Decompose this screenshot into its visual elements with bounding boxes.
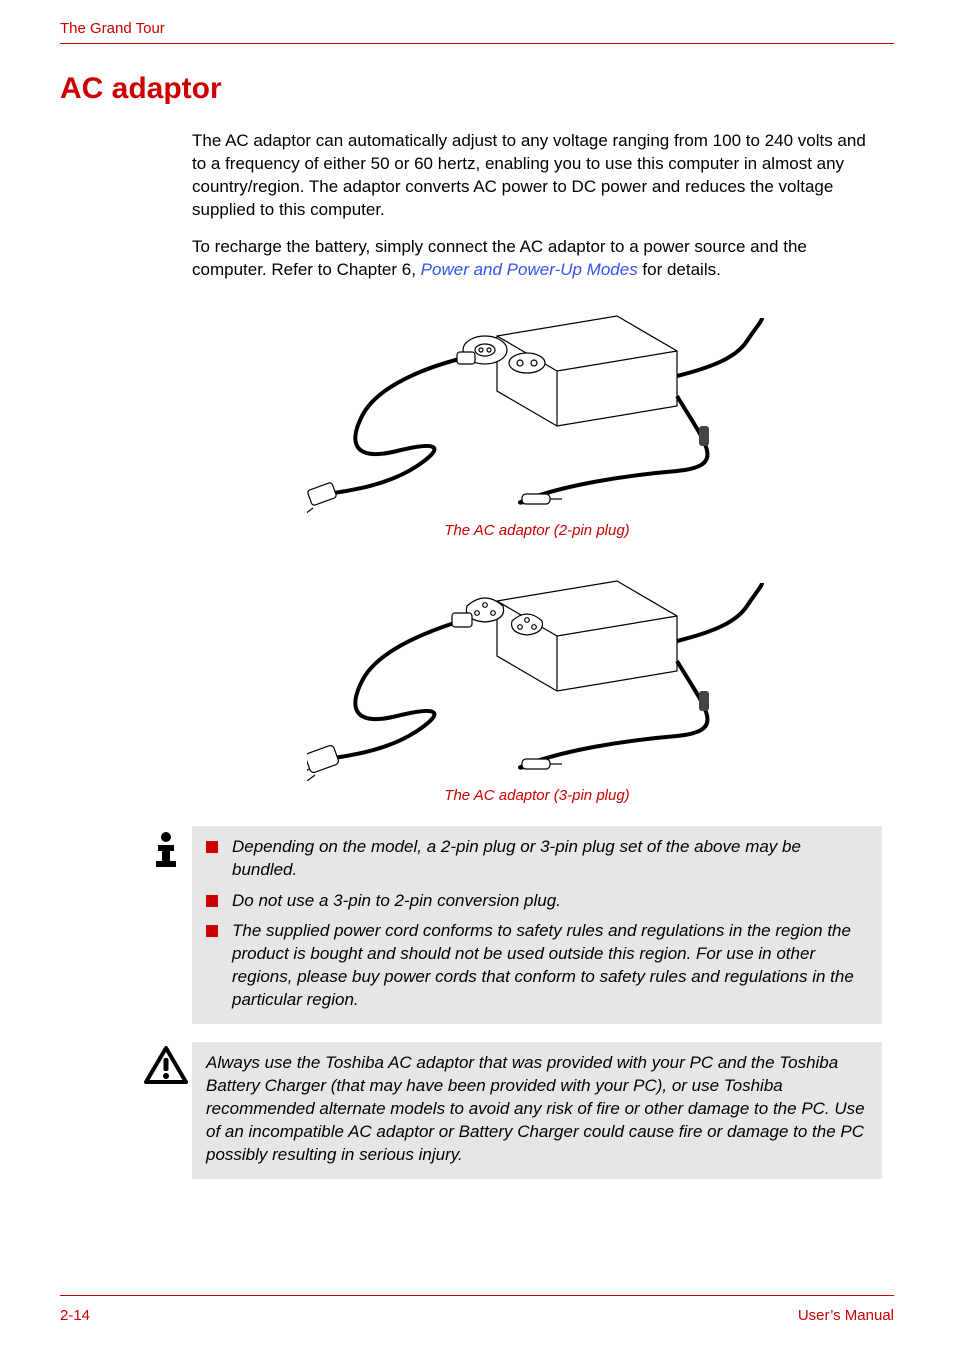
- warning-note: Always use the Toshiba AC adaptor that w…: [140, 1042, 882, 1179]
- figure-2pin: [192, 296, 882, 516]
- section-title: AC adaptor: [60, 72, 894, 106]
- paragraph-2b: for details.: [638, 260, 721, 279]
- link-power-modes[interactable]: Power and Power-Up Modes: [421, 260, 638, 279]
- figure-2pin-caption: The AC adaptor (2-pin plug): [192, 522, 882, 539]
- info-item-2-text: Do not use a 3-pin to 2-pin conversion p…: [232, 890, 561, 913]
- adaptor-3pin-illustration: [307, 561, 767, 781]
- page-number: 2-14: [60, 1307, 90, 1324]
- info-item-1: Depending on the model, a 2-pin plug or …: [206, 836, 868, 882]
- info-item-1-text: Depending on the model, a 2-pin plug or …: [232, 836, 868, 882]
- info-item-2: Do not use a 3-pin to 2-pin conversion p…: [206, 890, 868, 913]
- paragraph-2: To recharge the battery, simply connect …: [192, 236, 882, 282]
- page: The Grand Tour AC adaptor The AC adaptor…: [0, 0, 954, 1352]
- info-item-3-text: The supplied power cord conforms to safe…: [232, 920, 868, 1012]
- info-item-3: The supplied power cord conforms to safe…: [206, 920, 868, 1012]
- adaptor-2pin-illustration: [307, 296, 767, 516]
- bullet-icon: [206, 895, 218, 907]
- bullet-icon: [206, 925, 218, 937]
- figure-3pin-caption: The AC adaptor (3-pin plug): [192, 787, 882, 804]
- running-header: The Grand Tour: [60, 20, 894, 37]
- warning-text: Always use the Toshiba AC adaptor that w…: [206, 1053, 865, 1164]
- warning-icon: [140, 1042, 192, 1086]
- bullet-icon: [206, 841, 218, 853]
- warning-body: Always use the Toshiba AC adaptor that w…: [192, 1042, 882, 1179]
- manual-label: User’s Manual: [798, 1307, 894, 1324]
- info-note: Depending on the model, a 2-pin plug or …: [140, 826, 882, 1025]
- info-note-body: Depending on the model, a 2-pin plug or …: [192, 826, 882, 1025]
- header-rule: [60, 43, 894, 44]
- footer: 2-14 User’s Manual: [60, 1307, 894, 1324]
- footer-rule: [60, 1295, 894, 1296]
- figure-3pin: [192, 561, 882, 781]
- body-column: The AC adaptor can automatically adjust …: [192, 130, 882, 804]
- info-icon: [140, 826, 192, 870]
- paragraph-1: The AC adaptor can automatically adjust …: [192, 130, 882, 222]
